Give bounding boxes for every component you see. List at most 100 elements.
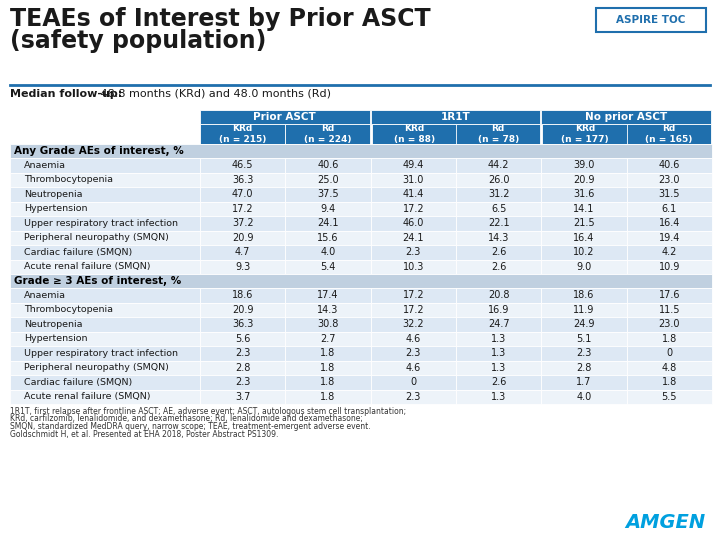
Bar [10, 375, 200, 389]
Text: 44.2: 44.2 [488, 160, 510, 170]
Bar [285, 288, 371, 302]
Bar [371, 302, 456, 317]
Bar [541, 158, 626, 172]
Text: 23.0: 23.0 [659, 319, 680, 329]
Bar [626, 346, 712, 361]
Text: 40.6: 40.6 [318, 160, 338, 170]
Text: 22.1: 22.1 [488, 218, 510, 228]
Bar [285, 317, 371, 332]
Text: (safety population): (safety population) [10, 29, 266, 53]
Bar [200, 201, 285, 216]
Text: 39.0: 39.0 [573, 160, 595, 170]
Bar [456, 260, 541, 274]
Text: 1.3: 1.3 [491, 348, 506, 358]
Text: 1R1T: 1R1T [441, 112, 470, 122]
Text: Thrombocytopenia: Thrombocytopenia [24, 176, 113, 184]
Text: Acute renal failure (SMQN): Acute renal failure (SMQN) [24, 262, 150, 271]
Bar [541, 375, 626, 389]
Bar [200, 302, 285, 317]
Text: 5.4: 5.4 [320, 262, 336, 272]
Bar [541, 332, 626, 346]
Text: 32.2: 32.2 [402, 319, 424, 329]
Bar [200, 216, 285, 231]
Bar [10, 172, 200, 187]
Bar [371, 158, 456, 172]
Text: Neutropenia: Neutropenia [24, 320, 83, 329]
Bar [10, 187, 200, 201]
Text: KRd
(n = 177): KRd (n = 177) [561, 125, 609, 144]
Text: 2.3: 2.3 [235, 377, 251, 387]
Bar [285, 231, 371, 245]
Text: 2.3: 2.3 [405, 348, 421, 358]
Text: 17.4: 17.4 [318, 291, 338, 300]
Bar [626, 302, 712, 317]
Text: 20.9: 20.9 [232, 305, 253, 315]
Bar [285, 187, 371, 201]
Text: 48.8 months (KRd) and 48.0 months (Rd): 48.8 months (KRd) and 48.0 months (Rd) [97, 89, 331, 99]
Text: 24.7: 24.7 [488, 319, 510, 329]
Bar [456, 158, 541, 172]
Text: 20.9: 20.9 [232, 233, 253, 243]
Text: 16.9: 16.9 [488, 305, 509, 315]
Text: 2.3: 2.3 [405, 392, 421, 402]
Bar [456, 332, 541, 346]
Bar [626, 375, 712, 389]
Bar [456, 361, 541, 375]
Bar [626, 158, 712, 172]
Bar [200, 231, 285, 245]
Bar [542, 124, 628, 144]
Bar [10, 110, 200, 124]
Bar [285, 389, 371, 404]
Text: 17.2: 17.2 [402, 305, 424, 315]
Text: 31.5: 31.5 [659, 189, 680, 199]
Bar [371, 260, 456, 274]
Text: Hypertension: Hypertension [24, 204, 88, 213]
Text: 17.2: 17.2 [232, 204, 253, 214]
Text: Cardiac failure (SMQN): Cardiac failure (SMQN) [24, 378, 132, 387]
Bar [10, 158, 200, 172]
Text: 9.0: 9.0 [577, 262, 592, 272]
Text: 2.3: 2.3 [405, 247, 421, 257]
Text: 1.8: 1.8 [662, 377, 677, 387]
Bar [200, 172, 285, 187]
Text: 10.3: 10.3 [402, 262, 424, 272]
Text: 47.0: 47.0 [232, 189, 253, 199]
Bar [285, 158, 371, 172]
Text: 20.8: 20.8 [488, 291, 510, 300]
Bar [10, 124, 200, 144]
Text: 10.9: 10.9 [659, 262, 680, 272]
Bar [456, 216, 541, 231]
Text: 11.5: 11.5 [659, 305, 680, 315]
Text: KRd
(n = 88): KRd (n = 88) [394, 125, 435, 144]
Text: 4.0: 4.0 [577, 392, 592, 402]
Bar [200, 124, 285, 144]
Text: 1.8: 1.8 [320, 363, 336, 373]
Bar [541, 260, 626, 274]
Bar [10, 317, 200, 332]
Bar [200, 346, 285, 361]
Bar [10, 361, 200, 375]
Bar [10, 389, 200, 404]
Text: 4.6: 4.6 [405, 334, 421, 344]
Text: Rd
(n = 224): Rd (n = 224) [304, 125, 351, 144]
Text: 24.1: 24.1 [402, 233, 424, 243]
Text: 31.6: 31.6 [573, 189, 595, 199]
Bar [10, 144, 712, 158]
Text: 1.7: 1.7 [576, 377, 592, 387]
Bar [626, 260, 712, 274]
Text: 1.3: 1.3 [491, 392, 506, 402]
Text: KRd, carfilzomib, lenalidomide, and dexamethasone; Rd, lenalidomide and dexameth: KRd, carfilzomib, lenalidomide, and dexa… [10, 415, 363, 423]
Text: 1.8: 1.8 [662, 334, 677, 344]
Bar [285, 245, 371, 260]
Text: 17.2: 17.2 [402, 204, 424, 214]
Text: Peripheral neuropathy (SMQN): Peripheral neuropathy (SMQN) [24, 363, 169, 372]
Bar [371, 375, 456, 389]
Bar [456, 231, 541, 245]
Bar [626, 245, 712, 260]
Text: Prior ASCT: Prior ASCT [253, 112, 316, 122]
Bar [285, 201, 371, 216]
Text: 46.0: 46.0 [402, 218, 424, 228]
Text: 23.0: 23.0 [659, 175, 680, 185]
Text: 1R1T, first relapse after frontline ASCT; AE, adverse event; ASCT, autologous st: 1R1T, first relapse after frontline ASCT… [10, 407, 406, 416]
Bar [372, 124, 457, 144]
